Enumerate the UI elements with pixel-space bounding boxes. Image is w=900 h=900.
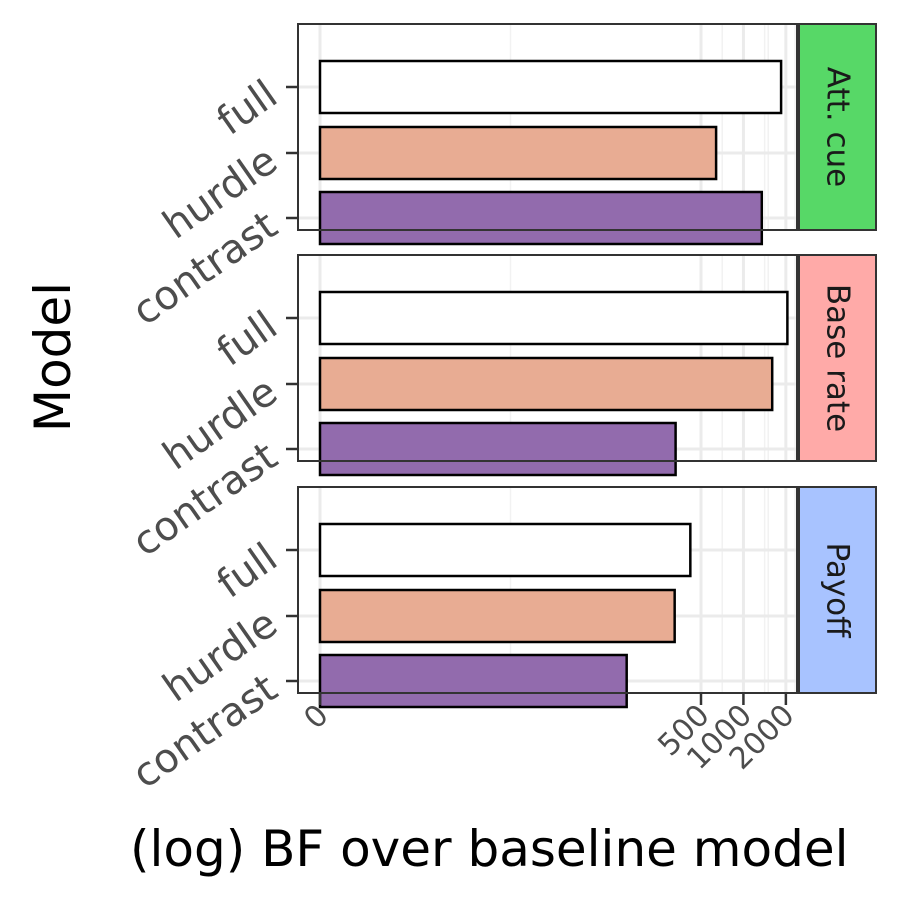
y-tick-label: full [209,72,286,145]
bar-hurdle [318,356,774,412]
y-tick-label: full [209,303,286,376]
y-tick-label: full [209,535,286,608]
panel-border [297,23,798,231]
bar-full [318,522,692,578]
facet-strip-label: Att. cue [820,67,856,187]
facet-strip [798,254,877,462]
facet-strip [798,486,877,694]
bar-full [318,59,783,115]
bar-contrast [318,421,677,477]
y-axis-title: Model [24,282,82,432]
bar-contrast [318,190,764,246]
bar-hurdle [318,125,718,181]
bar-hurdle [318,588,676,644]
facet-strip-label: Payoff [820,543,856,639]
bar-contrast [318,653,628,709]
panel-border [297,254,798,462]
x-axis-title: (log) BF over baseline model [130,820,848,878]
facet-strip-label: Base rate [820,284,856,432]
facet-strip [798,23,877,231]
bar-full [318,290,789,346]
panel-border [297,486,798,694]
